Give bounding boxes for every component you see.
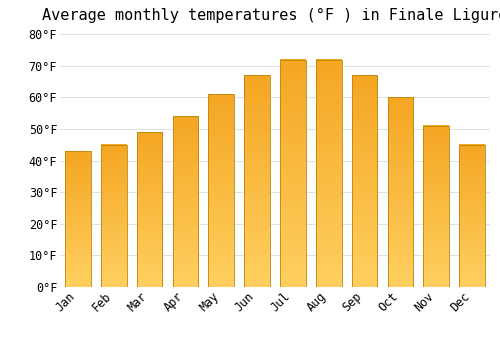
Title: Average monthly temperatures (°F ) in Finale Ligure: Average monthly temperatures (°F ) in Fi… [42,8,500,23]
Bar [352,75,378,287]
Bar [316,60,342,287]
Bar [388,98,413,287]
Bar [459,145,485,287]
Bar [172,117,199,287]
Bar [208,94,234,287]
Bar [244,75,270,287]
Bar [280,60,306,287]
Bar [136,132,162,287]
Bar [65,151,91,287]
Bar [101,145,126,287]
Bar [424,126,449,287]
